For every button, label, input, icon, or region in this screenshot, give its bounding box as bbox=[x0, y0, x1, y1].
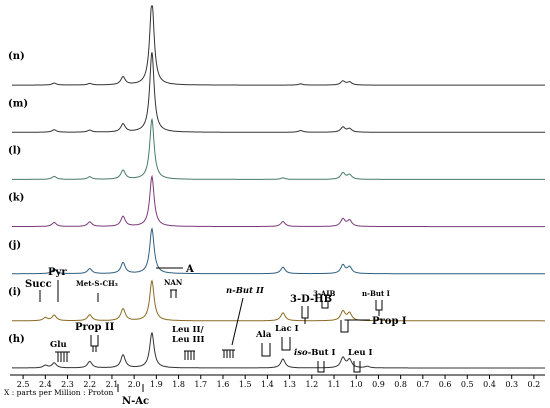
ann-prop-ii: Prop II bbox=[75, 322, 115, 333]
ann-leu-ii: Leu II/Leu III bbox=[172, 325, 204, 345]
spectrum-trace-n bbox=[12, 5, 545, 86]
x-tick-label-16: 0.9 bbox=[372, 380, 385, 389]
x-axis: 2.5 2.4 2.3 2.2 2.1 2.0 1.9 1.8 1.7 1.6 1.5 1.4 1.3 1… bbox=[4, 374, 545, 397]
spectrum-trace-h bbox=[12, 331, 545, 369]
x-tick-label-2: 2.3 bbox=[61, 380, 74, 389]
x-tick-label-0: 2.5 bbox=[17, 380, 30, 389]
x-tick-label-15: 1.0 bbox=[350, 380, 363, 389]
spectrum-trace-i bbox=[12, 279, 545, 322]
trace-label-j: (j) bbox=[8, 240, 21, 251]
trace-label-n: (n) bbox=[8, 51, 25, 62]
annotation-labels: Succ Pyr Met-S-CH₃ Prop II Glu A NAN n-B… bbox=[25, 264, 407, 407]
n-ac-bracket bbox=[117, 384, 144, 392]
ann-3-aib: 3-AIB bbox=[313, 289, 335, 298]
ann-ala: Ala bbox=[255, 330, 272, 340]
ann-n-but-ii: n-But II bbox=[226, 286, 265, 296]
ann-glu: Glu bbox=[50, 340, 67, 350]
x-tick-label-21: 0.4 bbox=[483, 380, 496, 389]
x-tick-label-10: 1.5 bbox=[239, 380, 252, 389]
spectrum-trace-l bbox=[12, 117, 545, 180]
x-tick-label-14: 1.1 bbox=[328, 380, 341, 389]
ann-3-d-hb: 3-D-HB bbox=[290, 294, 332, 305]
x-tick-label-4: 2.1 bbox=[106, 380, 119, 389]
ann-n-ac: N-Ac bbox=[122, 396, 149, 407]
ann-pyr: Pyr bbox=[48, 267, 67, 278]
x-tick-label-7: 1.8 bbox=[172, 380, 185, 389]
x-tick-label-8: 1.7 bbox=[194, 380, 207, 389]
trace-label-m: (m) bbox=[8, 98, 28, 109]
trace-label-l: (l) bbox=[8, 146, 21, 157]
trace-label-k: (k) bbox=[8, 193, 24, 204]
ann-iso-but-i: iso-But I bbox=[294, 348, 335, 358]
x-tick-label-3: 2.2 bbox=[83, 380, 96, 389]
x-axis-ticks: 2.5 2.4 2.3 2.2 2.1 2.0 1.9 1.8 1.7 1.6 1.5 1.4 1.3 1… bbox=[17, 375, 541, 389]
x-axis-caption: X : parts per Million : Proton bbox=[4, 388, 114, 397]
spectrum-trace-m bbox=[12, 52, 545, 133]
x-tick-label-23: 0.2 bbox=[528, 380, 541, 389]
ann-n-but-i: n-But I bbox=[362, 289, 390, 298]
x-tick-label-5: 2.0 bbox=[128, 380, 141, 389]
x-tick-label-13: 1.2 bbox=[305, 380, 318, 389]
ann-met-s-ch3: Met-S-CH₃ bbox=[76, 279, 118, 288]
ann-a: A bbox=[185, 264, 194, 275]
x-tick-label-22: 0.3 bbox=[505, 380, 518, 389]
x-tick-label-17: 0.8 bbox=[394, 380, 407, 389]
ann-prop-i: Prop I bbox=[372, 316, 407, 327]
x-tick-label-20: 0.5 bbox=[461, 380, 474, 389]
x-tick-label-6: 1.9 bbox=[150, 380, 163, 389]
trace-label-i: (i) bbox=[8, 287, 21, 298]
spectra-traces bbox=[12, 5, 545, 369]
ann-succ: Succ bbox=[25, 279, 52, 290]
spectrum-trace-k bbox=[12, 174, 545, 228]
spectrum-trace-j bbox=[12, 227, 545, 275]
x-tick-label-12: 1.3 bbox=[283, 380, 296, 389]
ann-lac-i: Lac I bbox=[275, 324, 299, 334]
x-tick-label-1: 2.4 bbox=[39, 380, 52, 389]
trace-label-h: (h) bbox=[8, 334, 25, 345]
x-tick-label-11: 1.4 bbox=[261, 380, 274, 389]
ann-nan: NAN bbox=[164, 278, 183, 287]
x-tick-label-18: 0.7 bbox=[416, 380, 429, 389]
peak-annotations bbox=[39, 267, 383, 373]
trace-labels: (n) (m) (l) (k) (j) (i) (h) bbox=[8, 51, 28, 345]
ann-leu-i: Leu I bbox=[348, 348, 373, 358]
x-tick-label-9: 1.6 bbox=[217, 380, 230, 389]
x-tick-label-19: 0.6 bbox=[439, 380, 452, 389]
